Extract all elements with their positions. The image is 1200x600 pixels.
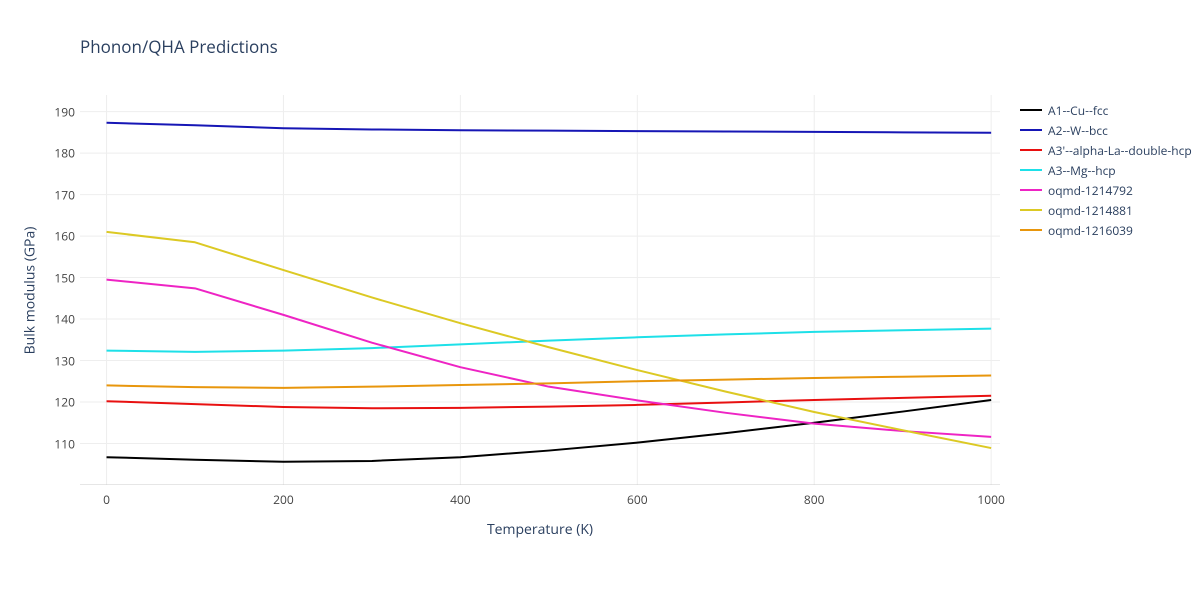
y-axis-label-wrap: Bulk modulus (GPa)	[20, 95, 40, 485]
legend-label: A3'--alpha-La--double-hcp	[1048, 142, 1192, 159]
plot-area[interactable]	[80, 95, 1000, 485]
series-line	[107, 280, 992, 437]
legend-item[interactable]: A2--W--bcc	[1020, 120, 1192, 140]
legend-label: A3--Mg--hcp	[1048, 162, 1116, 179]
legend-label: oqmd-1214792	[1048, 182, 1133, 199]
legend-label: A2--W--bcc	[1048, 122, 1108, 139]
y-tick-label: 120	[50, 394, 75, 411]
y-tick-label: 140	[50, 311, 75, 328]
y-tick-label: 160	[50, 228, 75, 245]
legend-item[interactable]: oqmd-1214792	[1020, 180, 1192, 200]
x-tick-label: 400	[450, 491, 471, 508]
x-tick-label: 800	[804, 491, 825, 508]
legend-swatch	[1020, 149, 1042, 151]
y-axis-label: Bulk modulus (GPa)	[21, 226, 40, 354]
chart-container: Phonon/QHA Predictions Bulk modulus (GPa…	[0, 0, 1200, 600]
legend-swatch	[1020, 169, 1042, 171]
legend-label: A1--Cu--fcc	[1048, 102, 1108, 119]
y-tick-label: 110	[50, 435, 75, 452]
legend: A1--Cu--fcc A2--W--bcc A3'--alpha-La--doub…	[1020, 100, 1192, 240]
x-axis-label: Temperature (K)	[80, 520, 1000, 539]
x-tick-label: 1000	[977, 491, 1004, 508]
x-tick-label: 600	[627, 491, 648, 508]
chart-title: Phonon/QHA Predictions	[80, 35, 278, 58]
legend-item[interactable]: oqmd-1216039	[1020, 220, 1192, 240]
legend-swatch	[1020, 229, 1042, 231]
legend-swatch	[1020, 189, 1042, 191]
y-tick-label: 180	[50, 145, 75, 162]
series-line	[107, 329, 992, 352]
y-tick-label: 130	[50, 352, 75, 369]
legend-item[interactable]: A3'--alpha-La--double-hcp	[1020, 140, 1192, 160]
series-line	[107, 400, 992, 462]
legend-swatch	[1020, 109, 1042, 111]
y-tick-label: 170	[50, 186, 75, 203]
legend-swatch	[1020, 209, 1042, 211]
y-tick-label: 150	[50, 269, 75, 286]
legend-swatch	[1020, 129, 1042, 131]
legend-item[interactable]: oqmd-1214881	[1020, 200, 1192, 220]
legend-item[interactable]: A1--Cu--fcc	[1020, 100, 1192, 120]
series-line	[107, 123, 992, 133]
x-tick-label: 200	[273, 491, 294, 508]
legend-item[interactable]: A3--Mg--hcp	[1020, 160, 1192, 180]
plot-svg	[80, 95, 1000, 485]
y-tick-label: 190	[50, 103, 75, 120]
legend-label: oqmd-1216039	[1048, 222, 1133, 239]
x-tick-label: 0	[103, 491, 110, 508]
legend-label: oqmd-1214881	[1048, 202, 1133, 219]
